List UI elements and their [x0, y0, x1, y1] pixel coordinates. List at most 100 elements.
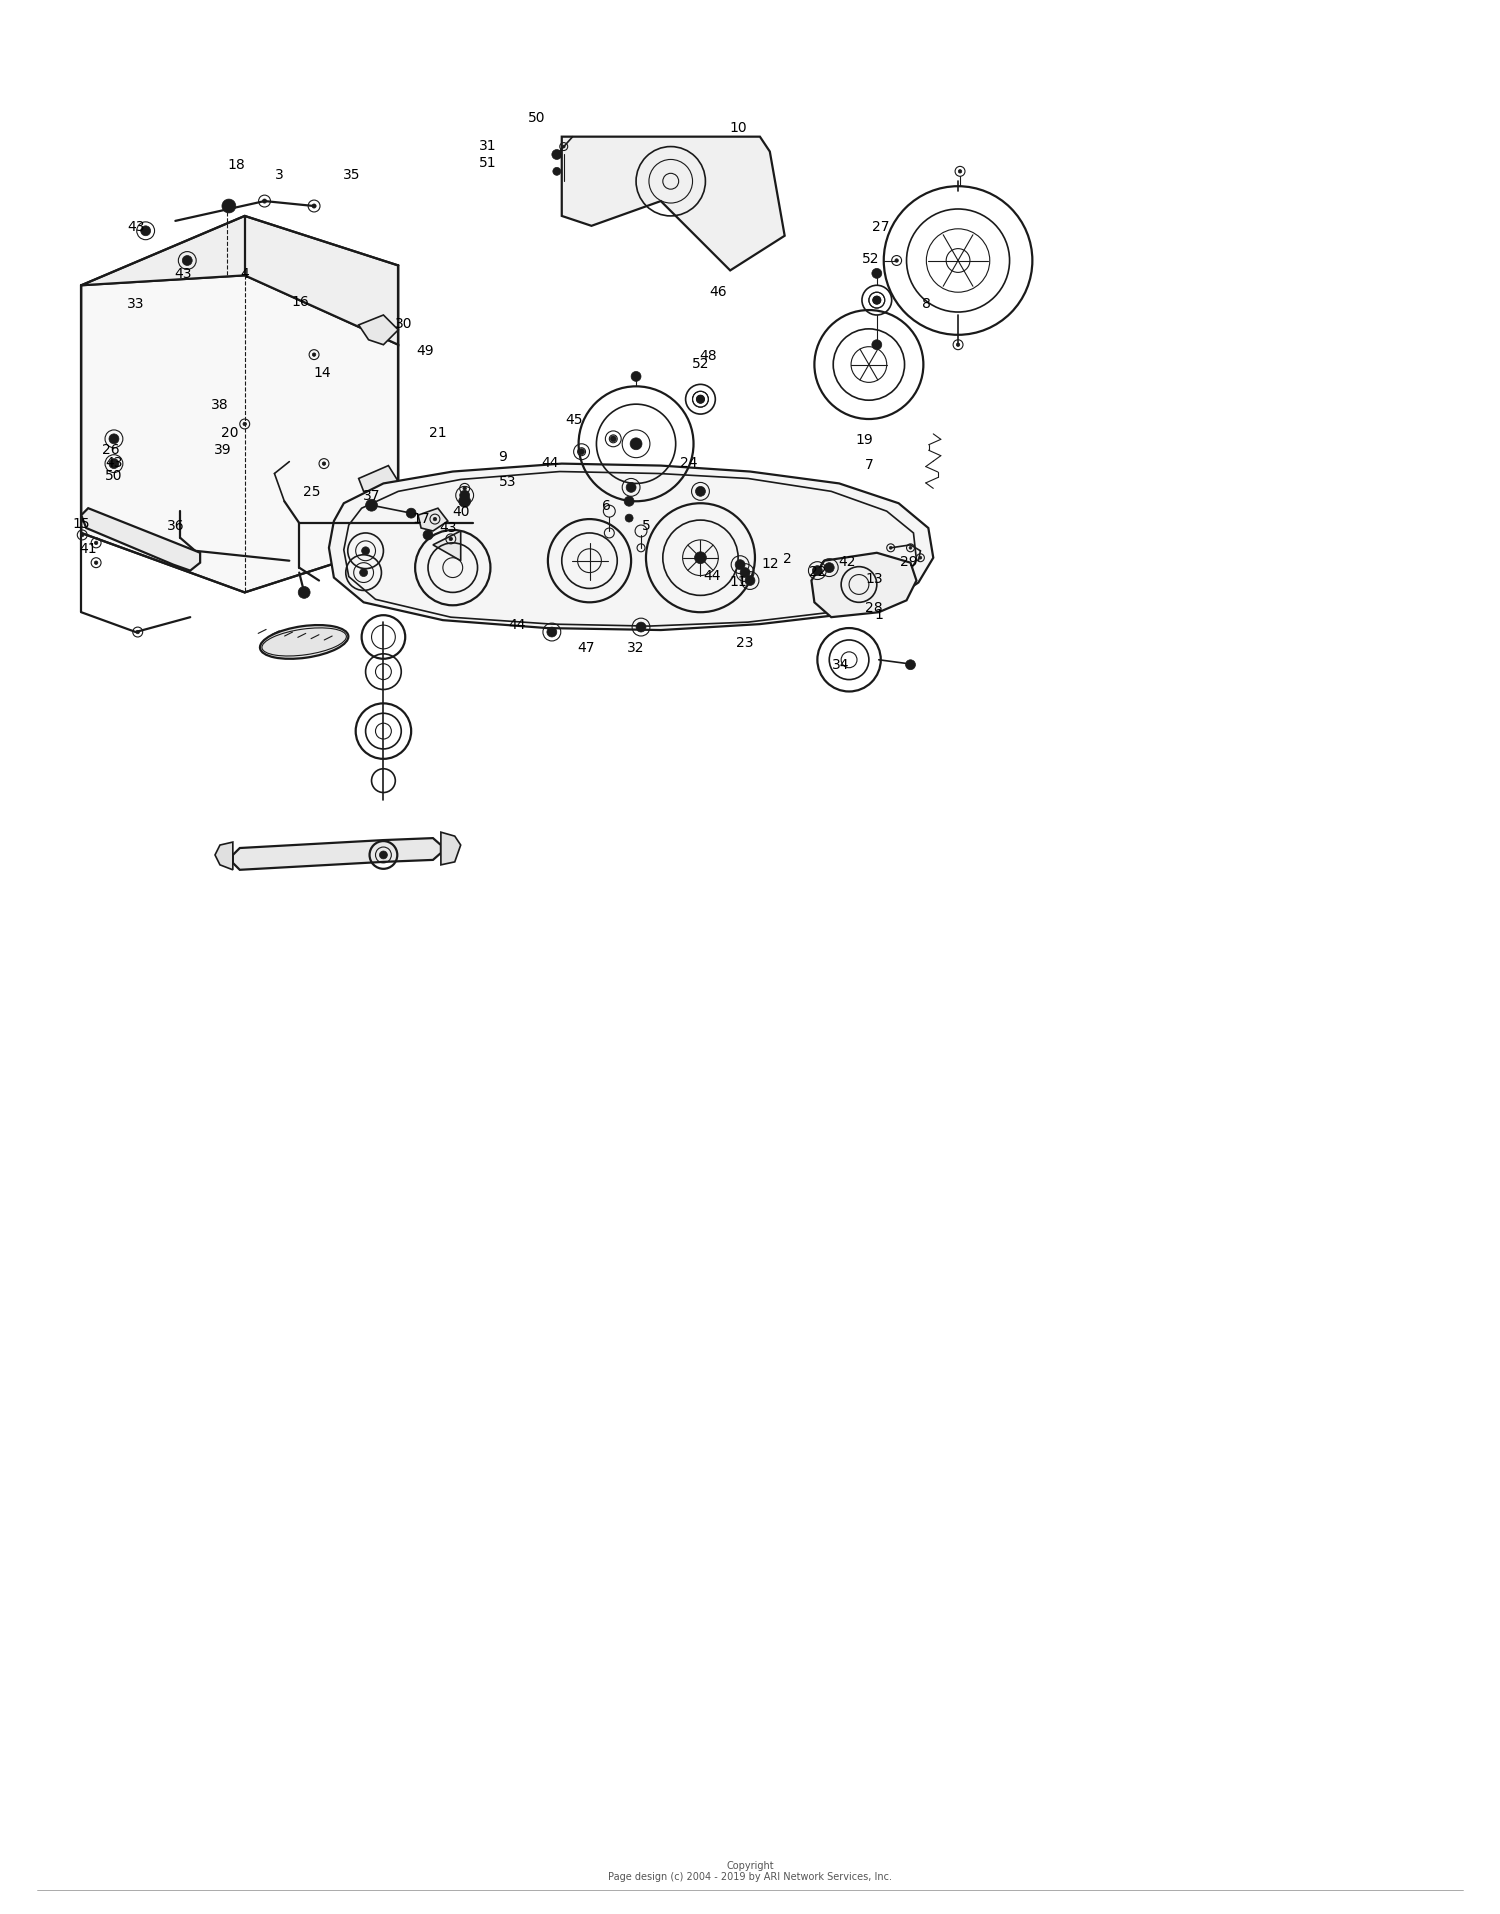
Text: 42: 42 [839, 555, 856, 568]
Circle shape [552, 151, 562, 161]
Text: 45: 45 [566, 413, 582, 427]
Text: 19: 19 [855, 433, 873, 446]
Polygon shape [441, 833, 460, 865]
Circle shape [262, 199, 267, 205]
Circle shape [406, 509, 416, 519]
Polygon shape [433, 532, 460, 561]
Text: 50: 50 [528, 111, 546, 124]
Text: 24: 24 [680, 456, 698, 469]
Circle shape [136, 632, 140, 634]
Circle shape [579, 450, 585, 456]
Text: 36: 36 [166, 519, 184, 532]
Text: 34: 34 [833, 657, 850, 672]
Circle shape [459, 492, 470, 501]
Circle shape [362, 547, 369, 555]
Polygon shape [81, 509, 200, 570]
Circle shape [94, 542, 98, 545]
Text: 12: 12 [760, 557, 778, 570]
Text: 44: 44 [542, 456, 558, 469]
Circle shape [871, 270, 882, 279]
Polygon shape [232, 838, 441, 871]
Circle shape [562, 145, 566, 149]
Text: 11: 11 [729, 574, 747, 588]
Circle shape [920, 557, 922, 559]
Text: 33: 33 [128, 297, 144, 310]
Text: 46: 46 [710, 285, 728, 299]
Text: 35: 35 [344, 168, 360, 182]
Text: 52: 52 [862, 251, 879, 266]
Circle shape [746, 576, 754, 586]
Text: 31: 31 [478, 138, 496, 153]
Circle shape [464, 488, 466, 490]
Circle shape [825, 563, 834, 574]
Circle shape [433, 519, 436, 521]
Text: 17: 17 [413, 511, 430, 526]
Text: 21: 21 [429, 425, 447, 440]
Circle shape [610, 436, 616, 442]
Circle shape [141, 226, 150, 237]
Text: 53: 53 [498, 475, 516, 490]
Polygon shape [328, 465, 933, 632]
Polygon shape [358, 467, 399, 496]
Text: 14: 14 [314, 366, 332, 381]
Circle shape [554, 168, 561, 176]
Text: 9: 9 [498, 450, 507, 463]
Circle shape [636, 622, 646, 634]
Text: 10: 10 [729, 121, 747, 134]
Text: 7: 7 [864, 457, 873, 471]
Text: 3: 3 [274, 168, 284, 182]
Text: 30: 30 [394, 316, 412, 331]
Circle shape [110, 434, 118, 444]
Text: 44: 44 [509, 618, 526, 632]
Polygon shape [562, 138, 784, 272]
Polygon shape [214, 842, 232, 871]
Text: 49: 49 [416, 343, 434, 358]
Text: 43: 43 [105, 456, 123, 469]
Circle shape [696, 488, 705, 498]
Text: 41: 41 [80, 542, 98, 555]
Polygon shape [812, 553, 916, 618]
Text: 2: 2 [783, 551, 792, 565]
Text: 40: 40 [452, 505, 470, 519]
Circle shape [222, 199, 236, 214]
Circle shape [312, 354, 316, 358]
Circle shape [110, 459, 118, 469]
Text: 39: 39 [214, 442, 231, 457]
Text: 32: 32 [627, 641, 645, 655]
Text: 28: 28 [865, 601, 882, 614]
Circle shape [298, 588, 310, 599]
Circle shape [909, 547, 912, 549]
Circle shape [873, 297, 880, 304]
Circle shape [243, 423, 246, 427]
Text: 44: 44 [704, 568, 722, 582]
Text: 6: 6 [602, 500, 610, 513]
Polygon shape [419, 509, 448, 532]
Text: 48: 48 [699, 348, 717, 362]
Circle shape [380, 852, 387, 859]
Circle shape [322, 463, 326, 467]
Polygon shape [81, 216, 399, 346]
Circle shape [906, 660, 915, 670]
Circle shape [626, 515, 633, 523]
Circle shape [957, 345, 960, 346]
Text: 26: 26 [102, 442, 120, 457]
Circle shape [312, 205, 316, 209]
Circle shape [632, 373, 640, 383]
Text: 29: 29 [900, 555, 918, 568]
Text: 25: 25 [303, 484, 321, 500]
Circle shape [896, 260, 898, 262]
Circle shape [459, 496, 471, 507]
Text: 47: 47 [578, 641, 596, 655]
Text: 8: 8 [922, 297, 932, 310]
Text: 37: 37 [363, 490, 381, 503]
Text: 43: 43 [174, 268, 192, 281]
Text: 27: 27 [871, 220, 889, 234]
Text: Copyright
Page design (c) 2004 - 2019 by ARI Network Services, Inc.: Copyright Page design (c) 2004 - 2019 by… [608, 1860, 892, 1881]
Text: 43: 43 [128, 220, 144, 234]
Text: 52: 52 [692, 356, 709, 369]
Circle shape [694, 553, 706, 565]
Circle shape [366, 500, 378, 511]
Text: 20: 20 [220, 425, 238, 440]
Circle shape [423, 530, 433, 540]
Circle shape [696, 396, 705, 404]
